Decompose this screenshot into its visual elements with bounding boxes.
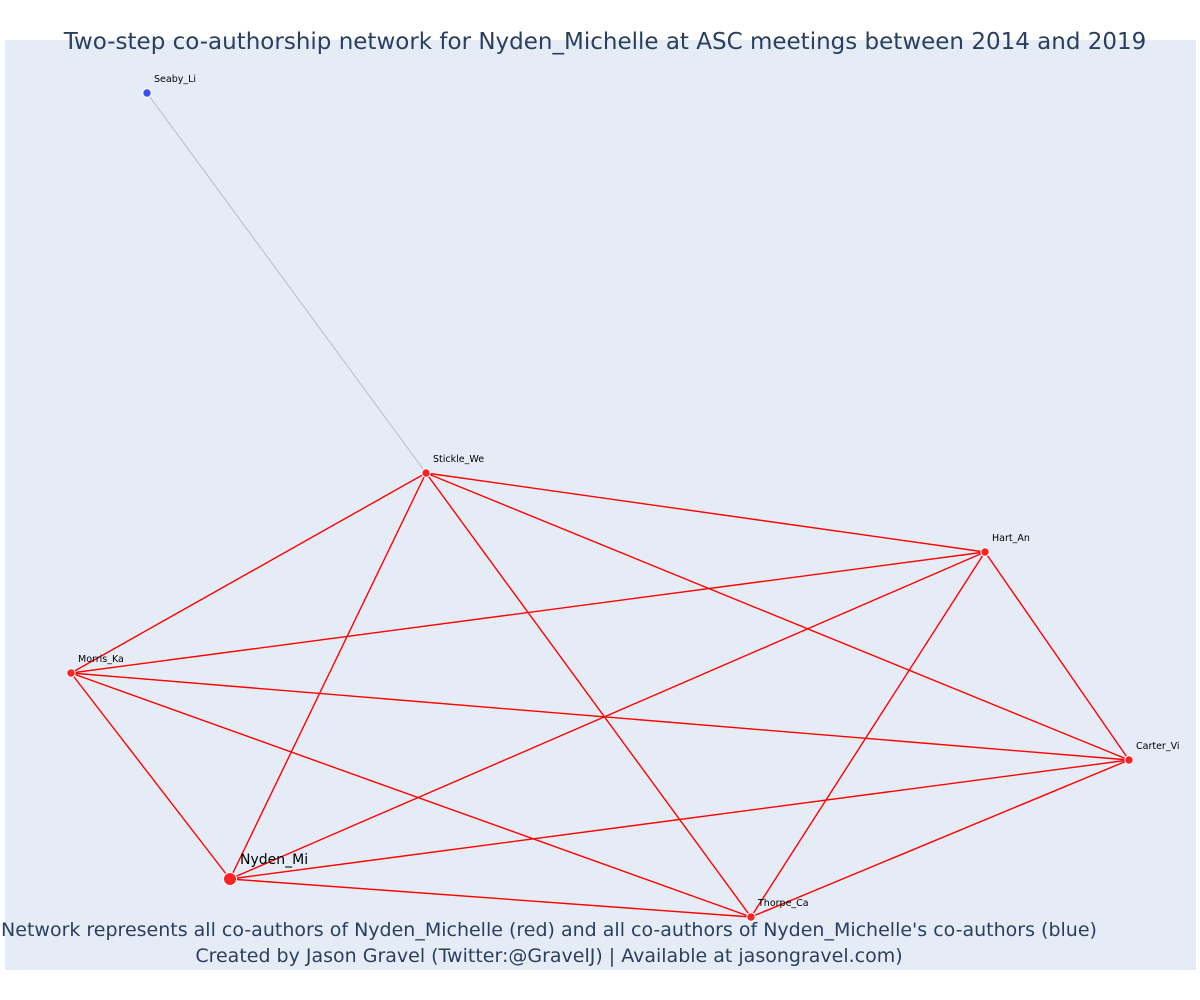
edge-Stickle_We-Morris_Ka (70, 472, 427, 674)
edge-Stickle_We-Hart_An (425, 472, 986, 553)
node-label-Stickle_We: Stickle_We (433, 454, 484, 465)
edge-Hart_An-Nyden_Mi (229, 551, 986, 880)
node-label-Morris_Ka: Morris_Ka (78, 654, 124, 665)
node-label-Nyden_Mi: Nyden_Mi (240, 852, 308, 868)
node-Stickle_We[interactable] (421, 468, 431, 478)
node-Morris_Ka[interactable] (66, 668, 76, 678)
edge-Nyden_Mi-Carter_Vi (229, 759, 1130, 880)
edge-layer (70, 92, 1130, 918)
edge-Carter_Vi-Thorpe_Ca (750, 759, 1130, 918)
node-label-Hart_An: Hart_An (992, 533, 1030, 544)
node-Hart_An[interactable] (980, 547, 990, 557)
edge-Morris_Ka-Thorpe_Ca (70, 672, 752, 918)
edge-Stickle_We-Nyden_Mi (229, 472, 427, 880)
chart-title: Two-step co-authorship network for Nyden… (63, 29, 1147, 55)
caption: Network represents all co-authors of Nyd… (0, 917, 1098, 969)
edge-Morris_Ka-Carter_Vi (70, 672, 1130, 761)
node-label-Carter_Vi: Carter_Vi (1136, 741, 1180, 752)
edge-Hart_An-Morris_Ka (70, 551, 986, 674)
node-Seaby_Li[interactable] (142, 88, 152, 98)
label-layer: Nyden_Mi Stickle_We Hart_An Morris_Ka Carter… (78, 74, 1180, 909)
caption-line-2: Created by Jason Gravel (Twitter:@Gravel… (195, 945, 903, 967)
edge-Stickle_We-Thorpe_Ca (425, 472, 752, 918)
edge-Morris_Ka-Nyden_Mi (70, 672, 231, 880)
caption-line-1: Network represents all co-authors of Nyd… (1, 919, 1097, 941)
edge-Stickle_We-Seaby_Li (146, 92, 427, 474)
node-layer (66, 88, 1134, 922)
node-Nyden_Mi[interactable] (223, 872, 237, 886)
node-Thorpe_Ca[interactable] (746, 912, 756, 922)
edge-Hart_An-Carter_Vi (984, 551, 1130, 761)
edge-Stickle_We-Carter_Vi (425, 472, 1130, 761)
edge-Hart_An-Thorpe_Ca (750, 551, 986, 918)
edge-Nyden_Mi-Thorpe_Ca (229, 878, 752, 918)
node-label-Thorpe_Ca: Thorpe_Ca (757, 898, 809, 909)
node-label-Seaby_Li: Seaby_Li (154, 74, 196, 85)
node-Carter_Vi[interactable] (1124, 755, 1134, 765)
